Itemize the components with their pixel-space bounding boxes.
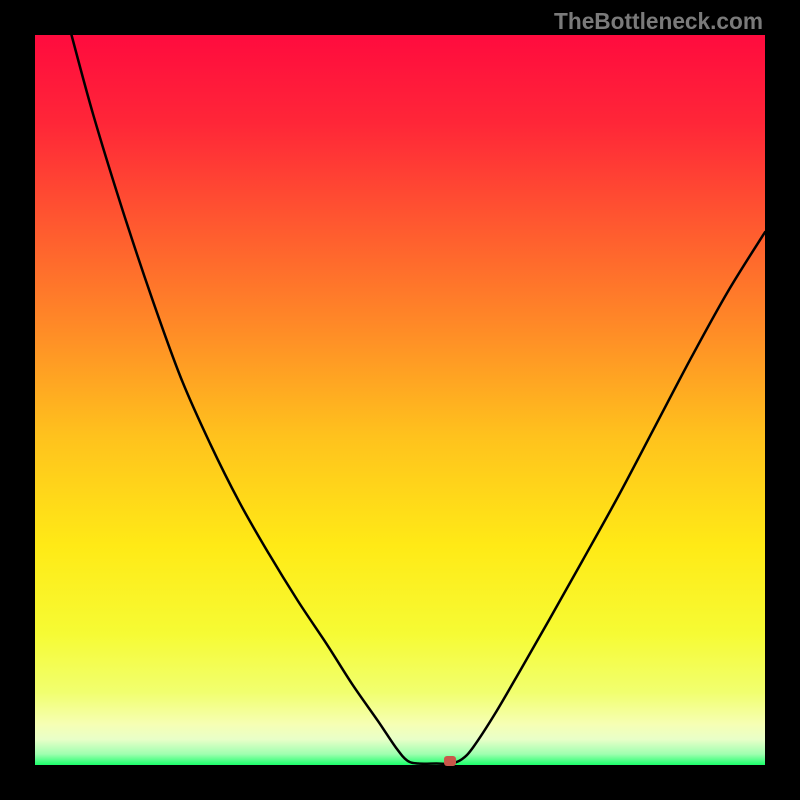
chart-stage: TheBottleneck.com (0, 0, 800, 800)
watermark-text: TheBottleneck.com (554, 8, 763, 35)
optimal-point-marker (444, 756, 456, 766)
bottleneck-curve (0, 0, 800, 800)
curve-path (72, 35, 766, 764)
